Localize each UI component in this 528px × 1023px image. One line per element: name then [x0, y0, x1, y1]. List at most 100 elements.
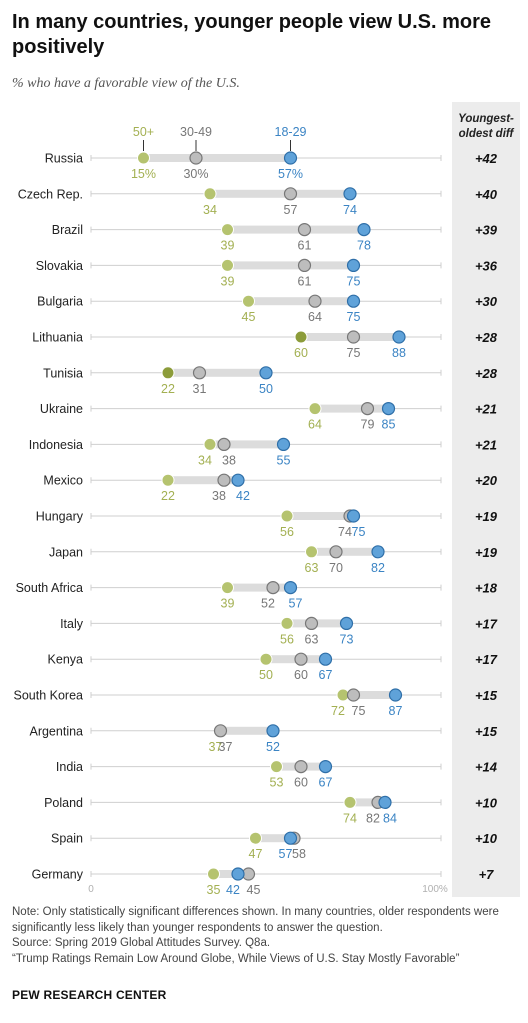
value-label-50plus-poland: 74	[343, 811, 357, 825]
range-bar-south-korea	[343, 691, 396, 699]
footer-brand: PEW RESEARCH CENTER	[12, 988, 167, 1002]
axis-label-min: 0	[88, 884, 94, 895]
dot-18-29-lithuania	[392, 330, 406, 344]
dot-30-49-brazil	[297, 223, 312, 237]
value-label-30-49-poland: 82	[366, 811, 380, 825]
value-label-18-29-spain: 57	[279, 847, 293, 861]
country-label-germany: Germany	[32, 868, 84, 882]
value-label-30-49-slovakia: 61	[298, 274, 312, 288]
dot-50plus-ukraine	[308, 402, 322, 416]
dot-30-49-japan	[329, 545, 343, 559]
diff-value-germany: +7	[479, 867, 495, 882]
range-bar-slovakia	[227, 261, 354, 270]
range-bar-spain	[255, 834, 294, 843]
value-label-50plus-brazil: 39	[221, 239, 235, 253]
dot-30-49-russia	[189, 151, 203, 165]
range-bar-germany	[213, 870, 249, 878]
value-label-18-29-hungary: 75	[352, 525, 366, 539]
range-bar-japan	[311, 547, 378, 556]
value-label-18-29-japan: 82	[371, 561, 385, 575]
dot-50plus-lithuania	[294, 330, 308, 344]
range-bar-ukraine	[315, 404, 389, 413]
dot-18-29-tunisia	[259, 366, 273, 380]
country-label-south-africa: South Africa	[16, 581, 83, 595]
diff-value-japan: +19	[475, 545, 498, 560]
dot-18-29-indonesia	[276, 437, 291, 451]
dot-18-29-slovakia	[346, 258, 361, 272]
value-label-18-29-brazil: 78	[357, 239, 371, 253]
legend-label-young: 18-29	[275, 125, 307, 139]
country-label-czech-rep-: Czech Rep.	[18, 187, 83, 201]
value-label-50plus-bulgaria: 45	[242, 310, 256, 324]
range-bar-hungary	[287, 512, 354, 520]
dot-30-49-argentina	[213, 724, 228, 738]
country-label-kenya: Kenya	[48, 653, 83, 667]
dot-30-49-south-korea	[346, 688, 361, 702]
value-label-50plus-italy: 56	[280, 632, 294, 646]
value-label-30-49-indonesia: 38	[222, 453, 236, 467]
dot-18-29-mexico	[231, 473, 245, 487]
dot-30-49-tunisia	[192, 366, 207, 380]
country-label-brazil: Brazil	[52, 223, 83, 237]
dot-18-29-italy	[339, 616, 354, 631]
value-label-50plus-south-korea: 72	[331, 704, 345, 718]
range-bar-bulgaria	[248, 297, 354, 306]
chart-title: In many countries, younger people view U…	[12, 11, 492, 58]
dot-50plus-czech-rep-	[203, 187, 217, 201]
diff-value-argentina: +15	[475, 724, 498, 739]
value-label-30-49-india: 60	[294, 776, 308, 790]
diff-value-poland: +10	[475, 795, 498, 810]
country-label-argentina: Argentina	[29, 724, 83, 738]
dot-50plus-india	[270, 760, 283, 774]
value-label-30-49-south-africa: 52	[261, 597, 275, 611]
value-label-18-29-mexico: 42	[236, 489, 250, 503]
value-label-50plus-japan: 63	[305, 561, 319, 575]
value-label-30-49-germany: 45	[247, 883, 261, 897]
report-title-text: “Trump Ratings Remain Low Around Globe, …	[12, 952, 460, 965]
dot-50plus-hungary	[280, 509, 294, 523]
value-label-18-29-lithuania: 88	[392, 346, 406, 360]
value-label-30-49-ukraine: 79	[361, 418, 375, 432]
dot-30-49-south-africa	[266, 580, 280, 595]
country-label-hungary: Hungary	[36, 510, 84, 524]
dot-18-29-bulgaria	[346, 294, 361, 308]
notes: Note: Only statistically significant dif…	[12, 905, 517, 967]
value-label-30-49-spain: 58	[292, 847, 306, 861]
value-label-50plus-tunisia: 22	[161, 382, 175, 396]
dot-18-29-south-africa	[283, 580, 298, 595]
dot-18-29-russia	[283, 151, 298, 165]
dot-50plus-tunisia	[161, 366, 175, 380]
value-label-18-29-south-korea: 87	[389, 704, 403, 718]
dot-18-29-argentina	[266, 724, 280, 738]
country-label-spain: Spain	[51, 832, 83, 846]
legend-label-middle: 30-49	[180, 125, 212, 139]
diff-value-hungary: +19	[475, 509, 498, 524]
dot-18-29-japan	[371, 545, 385, 559]
diff-value-russia: +42	[475, 151, 498, 166]
diff-value-indonesia: +21	[475, 437, 497, 452]
value-label-30-49-russia: 30%	[183, 167, 208, 181]
country-label-tunisia: Tunisia	[43, 366, 83, 380]
country-label-mexico: Mexico	[43, 474, 83, 488]
value-label-30-49-hungary: 74	[338, 525, 352, 539]
value-label-18-29-germany: 42	[226, 883, 240, 897]
value-label-18-29-russia: 57%	[278, 167, 303, 181]
value-label-18-29-kenya: 67	[319, 668, 333, 682]
legend-label-older: 50+	[133, 125, 154, 139]
diff-value-india: +14	[475, 760, 498, 775]
dot-plot: 0 100% Russia 15% 30% 57% +42 Czech Rep. 34 57 74 +…	[14, 125, 498, 897]
country-label-lithuania: Lithuania	[32, 331, 83, 345]
value-label-30-49-japan: 70	[329, 561, 343, 575]
diff-value-kenya: +17	[475, 652, 498, 667]
value-label-18-29-tunisia: 50	[259, 382, 273, 396]
value-label-18-29-slovakia: 75	[347, 274, 361, 288]
value-label-18-29-argentina: 52	[266, 740, 280, 754]
value-label-30-49-italy: 63	[305, 632, 319, 646]
dot-50plus-bulgaria	[242, 294, 255, 308]
range-bar-mexico	[168, 476, 238, 485]
value-label-18-29-czech-rep-: 74	[343, 203, 357, 217]
country-label-ukraine: Ukraine	[40, 402, 83, 416]
value-label-50plus-germany: 35	[207, 883, 221, 897]
value-label-50plus-hungary: 56	[280, 525, 294, 539]
dot-50plus-poland	[343, 795, 357, 809]
